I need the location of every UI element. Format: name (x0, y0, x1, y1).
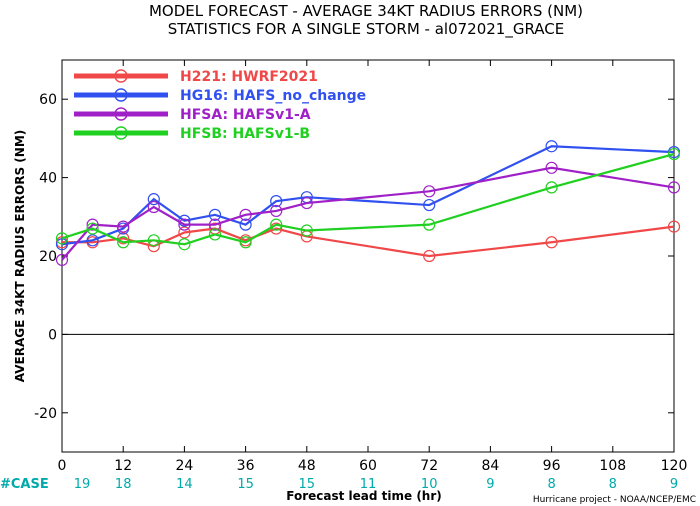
data-point (545, 161, 558, 174)
data-point (178, 238, 191, 251)
data-point (667, 147, 681, 161)
data-point (423, 198, 436, 212)
data-point (55, 238, 69, 251)
credit-text: Hurricane project - NOAA/NCEP/EMC (533, 495, 696, 505)
data-point (423, 218, 436, 231)
data-point (86, 222, 99, 235)
legend-marker (114, 69, 128, 83)
case-count: 14 (176, 477, 193, 492)
data-point (667, 181, 681, 194)
case-count: 9 (670, 477, 678, 492)
data-point (667, 220, 681, 233)
data-point (208, 218, 222, 231)
legend-label: HFSA: HAFSv1-A (180, 107, 311, 123)
plot-area (61, 59, 675, 453)
x-tick-label: 84 (481, 458, 499, 474)
data-point (300, 196, 313, 210)
x-tick-label: 12 (114, 458, 132, 474)
data-point (147, 234, 160, 247)
y-tick-label: -20 (34, 406, 57, 422)
legend-marker (114, 88, 128, 102)
data-point (423, 185, 436, 198)
case-count: 9 (486, 477, 494, 492)
data-point (545, 181, 558, 194)
series-group (55, 140, 681, 267)
legend-label: H221: HWRF2021 (180, 69, 318, 85)
y-tick-label: 60 (39, 92, 57, 108)
case-count: 8 (547, 477, 555, 492)
y-tick-label: 0 (48, 327, 57, 343)
data-point (545, 140, 558, 153)
chart-title: MODEL FORECAST - AVERAGE 34KT RADIUS ERR… (149, 2, 583, 20)
series-3 (55, 147, 681, 251)
case-count: 8 (609, 477, 617, 492)
data-point (147, 193, 160, 206)
data-point (117, 220, 130, 233)
data-point (86, 218, 99, 231)
data-point (178, 226, 191, 239)
data-point (423, 249, 436, 263)
case-counts: 19 18 14 15 15 11 10 9 8 8 9 (74, 477, 678, 492)
case-count: 10 (421, 477, 438, 492)
chart-subtitle: STATISTICS FOR A SINGLE STORM - al072021… (168, 20, 564, 39)
y-tick-label: 20 (39, 249, 57, 265)
legend-marker (114, 107, 128, 121)
data-point (239, 236, 252, 249)
legend-label: HG16: HAFS_no_change (180, 88, 366, 104)
data-point (147, 200, 160, 214)
data-point (239, 208, 252, 221)
legend-marker (114, 126, 128, 140)
data-point (117, 236, 130, 249)
data-point (55, 253, 69, 267)
data-point (208, 208, 222, 221)
x-tick-label: 48 (298, 458, 316, 474)
axis-ticks: 0 12 24 36 48 60 72 84 96 108 120 -20 0 20 40 60 (34, 60, 687, 474)
data-point (545, 236, 558, 249)
x-tick-label: 0 (58, 458, 67, 474)
x-axis-label: Forecast lead time (hr) (286, 489, 442, 503)
data-point (55, 232, 69, 245)
case-count: 15 (237, 477, 254, 492)
data-point (117, 232, 130, 245)
x-tick-label: 72 (420, 458, 438, 474)
series-1 (55, 140, 681, 251)
data-point (178, 218, 191, 231)
case-count: 18 (115, 477, 132, 492)
y-axis-label: AVERAGE 34KT RADIUS ERRORS (NM) (13, 130, 27, 382)
data-point (239, 218, 252, 231)
data-point (208, 228, 222, 241)
x-tick-label: 24 (175, 458, 193, 474)
legend: H221: HWRF2021 HG16: HAFS_no_change HFSA: … (74, 69, 366, 142)
series-line (61, 145, 675, 246)
x-tick-label: 120 (661, 458, 688, 474)
data-point (270, 204, 283, 218)
x-tick-label: 108 (599, 458, 626, 474)
y-tick-label: 40 (39, 171, 57, 187)
case-count: 19 (74, 477, 91, 492)
case-count: 11 (360, 477, 377, 492)
data-point (86, 234, 99, 247)
data-point (270, 218, 283, 231)
data-point (270, 195, 283, 208)
case-count: 15 (299, 477, 316, 492)
data-point (300, 224, 313, 237)
series-2 (55, 161, 681, 267)
case-label: #CASE (0, 477, 49, 492)
x-tick-label: 96 (543, 458, 561, 474)
x-tick-label: 60 (359, 458, 377, 474)
legend-label: HFSB: HAFSv1-B (180, 126, 310, 142)
x-tick-label: 36 (237, 458, 255, 474)
